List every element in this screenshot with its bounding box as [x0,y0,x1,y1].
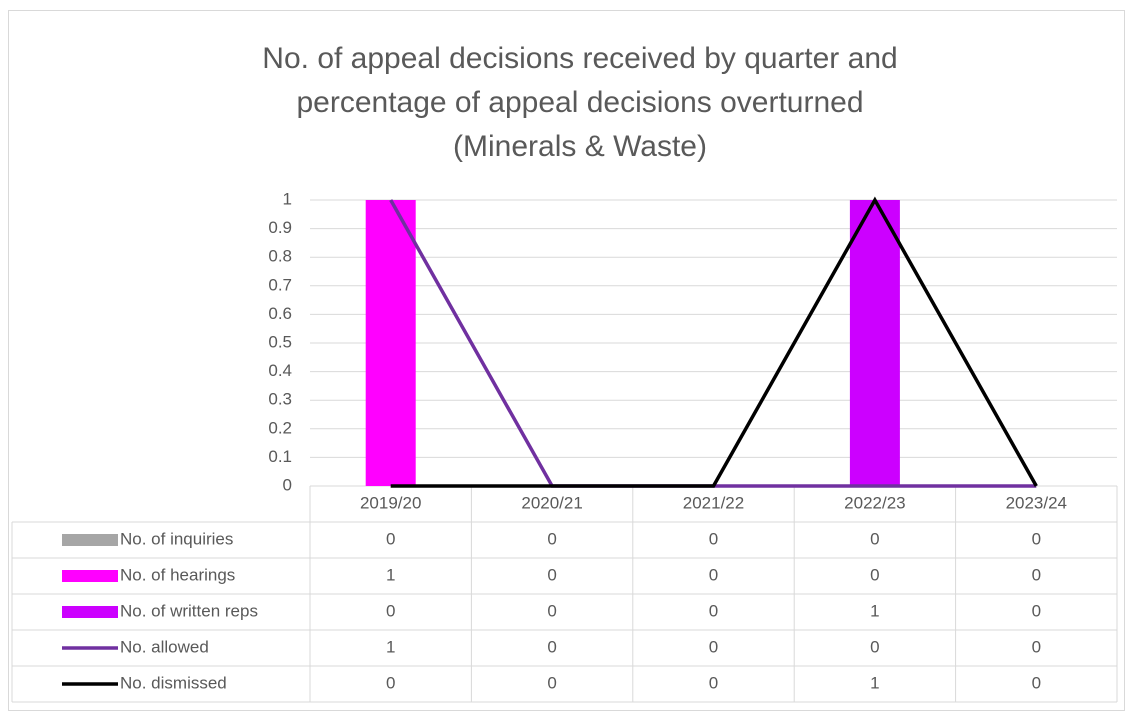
legend-key [62,570,118,582]
legend-label: No. dismissed [120,673,227,692]
table-value: 0 [709,601,718,620]
table-value: 0 [870,637,879,656]
table-value: 0 [386,529,395,548]
table-value: 1 [870,673,879,692]
legend-label: No. of hearings [120,565,235,584]
table-value: 0 [709,673,718,692]
table-value: 0 [1032,637,1041,656]
y-tick-label: 0.3 [268,390,292,409]
legend-label: No. of inquiries [120,529,233,548]
table-value: 1 [870,601,879,620]
bar [365,200,416,486]
y-tick-label: 0.1 [268,447,292,466]
table-value: 0 [870,565,879,584]
x-tick-label: 2021/22 [683,493,744,512]
table-value: 0 [709,529,718,548]
legend-key [62,606,118,618]
table-value: 0 [547,565,556,584]
line [390,196,1038,488]
table-value: 0 [1032,673,1041,692]
bar [849,200,900,486]
legend-key [62,534,118,546]
x-tick-label: 2022/23 [844,493,905,512]
table-value: 0 [547,601,556,620]
y-tick-label: 0.7 [268,275,292,294]
legend-label: No. allowed [120,637,209,656]
table-value: 0 [870,529,879,548]
table-value: 0 [1032,565,1041,584]
table-value: 1 [386,637,395,656]
y-tick-label: 0.5 [268,332,292,351]
y-tick-label: 0.9 [268,218,292,237]
y-tick-label: 0.4 [268,361,292,380]
table-value: 0 [547,673,556,692]
y-tick-label: 0 [283,475,292,494]
table-value: 0 [1032,529,1041,548]
table-value: 0 [386,673,395,692]
chart-title: No. of appeal decisions received by quar… [262,42,897,163]
legend-label: No. of written reps [120,601,258,620]
y-tick-label: 0.6 [268,304,292,323]
table-value: 0 [709,637,718,656]
x-tick-label: 2023/24 [1006,493,1067,512]
x-tick-label: 2020/21 [521,493,582,512]
y-tick-label: 1 [283,189,292,208]
table-value: 0 [547,529,556,548]
table-value: 0 [386,601,395,620]
table-value: 0 [547,637,556,656]
x-tick-label: 2019/20 [360,493,421,512]
table-value: 0 [709,565,718,584]
table-value: 1 [386,565,395,584]
y-tick-label: 0.8 [268,247,292,266]
y-tick-label: 0.2 [268,418,292,437]
table-value: 0 [1032,601,1041,620]
